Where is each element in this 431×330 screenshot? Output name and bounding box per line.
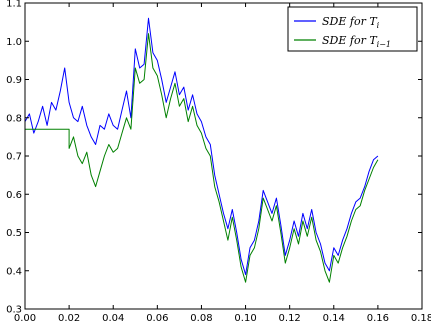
legend-label-0: SDE for Ti	[322, 15, 380, 30]
legend-label-subscript: i	[377, 21, 380, 30]
y-tick-label: 1.1	[6, 0, 22, 10]
x-tick-label: 0.04	[102, 313, 124, 324]
series-line-0	[24, 17, 379, 276]
x-tick-label: 0.18	[411, 313, 431, 324]
y-tick-label: 1.0	[6, 37, 22, 48]
x-axis: 0.00 0.02 0.04 0.06 0.08 0.10 0.12 0.14 0.16 0.18	[14, 3, 431, 324]
legend-label-1: SDE for Ti−1	[322, 34, 391, 49]
legend-label-main: SDE for T	[322, 34, 378, 47]
x-tick-label: 0.14	[323, 313, 345, 324]
y-axis: 0.3 0.4 0.5 0.6 0.7 0.8 0.9 1.0 1.1	[6, 0, 422, 316]
y-tick-label: 0.7	[6, 152, 22, 163]
x-tick-label: 0.02	[58, 313, 80, 324]
x-tick-label: 0.08	[190, 313, 212, 324]
y-tick-label: 0.8	[6, 113, 22, 124]
y-tick-label: 0.5	[6, 228, 22, 239]
y-tick-label: 0.9	[6, 75, 22, 86]
legend-label-subscript: i−1	[377, 40, 391, 49]
legend-label-main: SDE for T	[322, 15, 378, 28]
x-tick-label: 0.16	[367, 313, 389, 324]
series-layer	[24, 17, 379, 283]
series-line-1	[25, 33, 379, 283]
x-tick-label: 0.10	[234, 313, 256, 324]
y-tick-label: 0.4	[6, 266, 22, 277]
y-tick-label: 0.6	[6, 190, 22, 201]
x-tick-label: 0.06	[146, 313, 168, 324]
legend-box	[287, 6, 418, 52]
x-tick-label: 0.12	[279, 313, 301, 324]
x-tick-label: 0.00	[14, 313, 36, 324]
y-tick-label: 0.3	[6, 305, 22, 316]
